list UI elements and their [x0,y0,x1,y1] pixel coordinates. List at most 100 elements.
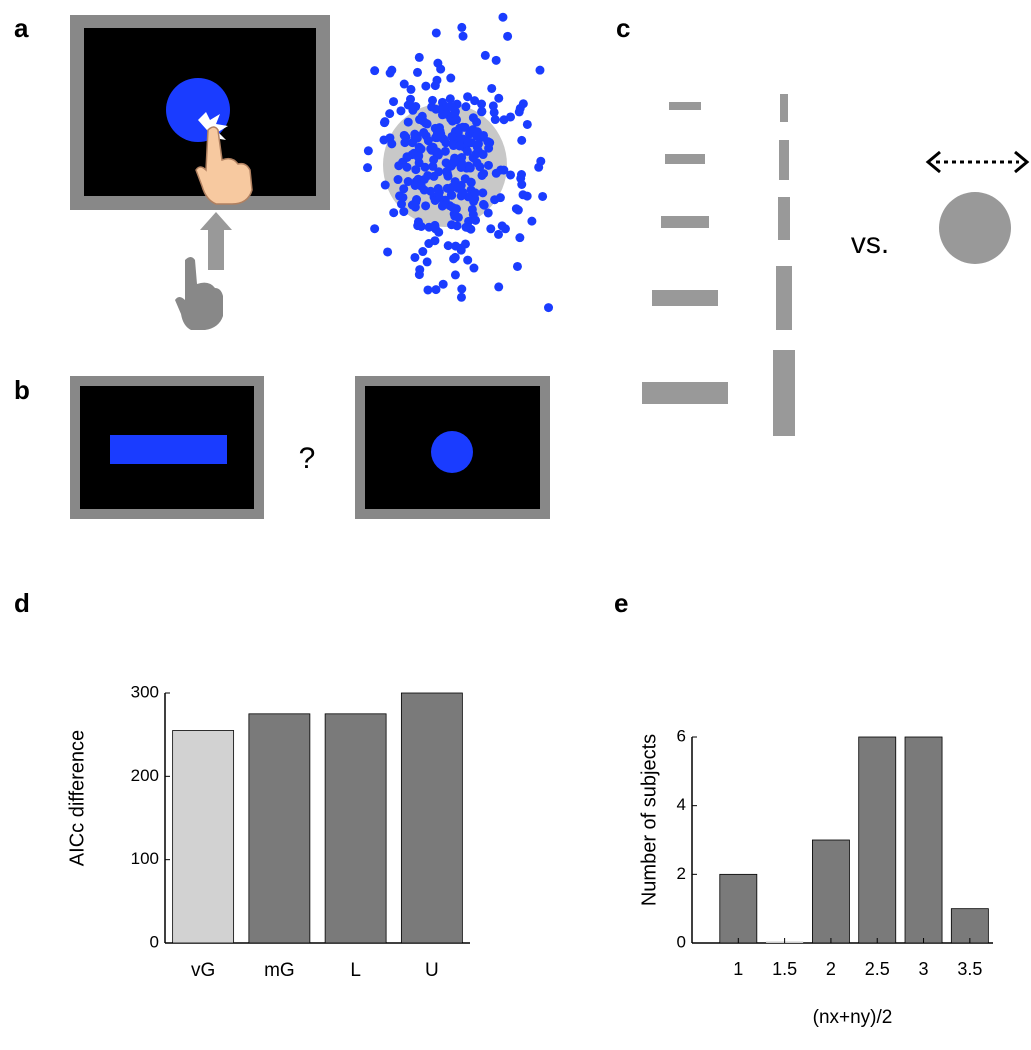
question-mark: ? [299,442,316,475]
touch-point [419,185,429,195]
touch-point [449,254,459,264]
touch-point [410,252,420,262]
touch-point [379,135,389,145]
hand-icon [175,257,223,330]
touch-point [428,142,438,152]
touch-point [461,102,471,112]
touch-point [434,227,444,237]
bar [248,713,311,944]
touch-point [399,130,409,140]
x-tick-label: 1.5 [772,959,797,979]
touch-point [418,247,428,257]
touch-point [431,104,441,114]
touch-point [491,55,501,65]
touch-point [387,65,397,75]
touch-point [496,165,506,175]
touch-point [544,303,554,313]
touch-point [485,138,495,148]
touch-point [487,83,497,93]
touch-point [479,200,489,210]
touch-point [399,184,409,194]
touch-point [490,115,500,125]
touch-point [433,131,443,141]
touch-point [403,177,413,187]
touch-point [456,180,466,190]
touch-point [473,139,483,149]
touch-point [399,207,409,217]
touch-point [516,170,526,180]
touch-point [517,179,527,189]
touch-point [414,52,424,62]
gray-disc [939,192,1011,264]
touch-point [456,162,466,172]
touch-point [440,146,450,156]
touch-point [472,131,482,141]
touch-point [428,161,438,171]
x-tick-label: U [425,960,439,981]
touch-point [442,183,452,193]
x-tick-label: 2 [826,959,836,979]
touch-point [514,107,524,117]
touch-point [403,117,413,127]
touch-point [463,137,473,147]
touch-point [370,224,380,234]
touch-point [494,229,504,239]
touch-point [445,94,455,104]
bar [719,873,758,944]
touch-point [451,204,461,214]
touch-point [471,215,481,225]
touch-point [450,270,460,280]
x-tick-label: 3 [919,959,929,979]
touch-point [422,257,432,267]
touch-point [414,270,424,280]
panel-label: b [14,375,30,405]
touch-point [441,138,451,148]
panel-label: d [14,588,30,618]
touch-point [453,212,463,222]
touch-point [518,190,528,200]
touch-point [438,279,448,289]
touch-point [517,135,527,145]
touch-point [396,106,406,116]
panel-label: a [14,13,29,43]
touch-point [399,79,409,89]
touch-point [463,92,473,102]
y-tick-label: 300 [131,682,159,701]
touch-point [423,171,433,181]
touch-point [462,146,472,156]
target-rect [110,435,227,464]
touch-point [534,162,544,172]
touch-point [446,102,456,112]
target-disc [166,78,230,142]
touch-point [483,208,493,218]
x-tick-label: 2.5 [865,959,890,979]
y-tick-label: 6 [677,726,686,745]
touch-point [430,220,440,230]
touch-point [370,66,380,76]
y-tick-label: 4 [677,795,686,814]
touch-point [535,65,545,75]
touch-point [419,128,429,138]
touch-point [421,201,431,211]
touch-point [499,115,509,125]
touch-point [363,163,373,173]
touch-point [410,202,420,212]
touch-point [447,220,457,230]
touch-point [518,99,528,109]
bar [324,713,387,944]
touch-point [511,204,521,214]
touch-point [415,115,425,125]
touch-point [456,292,466,302]
touch-point [457,284,467,294]
y-axis-label: AICc difference [66,730,88,866]
panel-label: c [616,13,630,43]
touch-point [457,22,467,32]
bar [812,839,850,944]
touch-point [437,201,447,211]
touch-point [413,217,423,227]
touch-point [498,12,508,22]
touch-point [385,109,395,119]
touch-burst [198,112,228,140]
touch-point [477,99,487,109]
vs-text: vs. [851,227,889,260]
